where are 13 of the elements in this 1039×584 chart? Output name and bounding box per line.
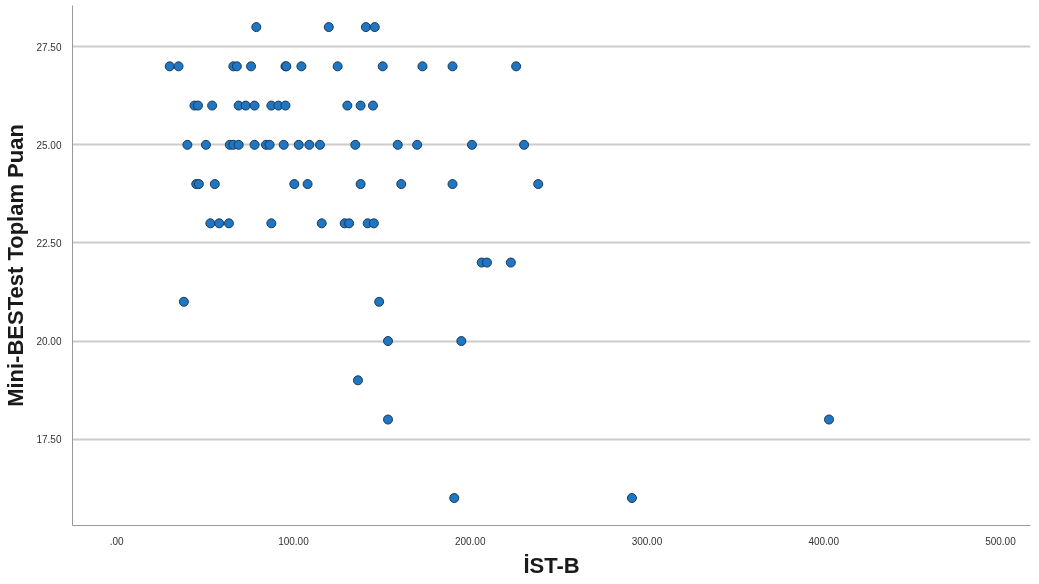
x-tick-label: .00 [109, 535, 125, 547]
y-tick-label: 17.50 [36, 434, 62, 446]
x-tick-label: 100.00 [278, 535, 310, 547]
y-tick-label: 25.00 [36, 139, 62, 151]
x-tick-label: 400.00 [808, 535, 840, 547]
y-tick-label: 22.50 [36, 237, 62, 249]
x-tick-label: 300.00 [631, 535, 663, 547]
y-tick-label: 27.50 [36, 41, 62, 53]
x-tick-label: 500.00 [985, 535, 1017, 547]
x-axis-title: İST-B [523, 552, 580, 578]
x-tick-label: 200.00 [454, 535, 486, 547]
y-tick-label: 20.00 [36, 336, 62, 348]
y-axis-title: Mini-BESTest Toplam Puan [3, 124, 29, 407]
